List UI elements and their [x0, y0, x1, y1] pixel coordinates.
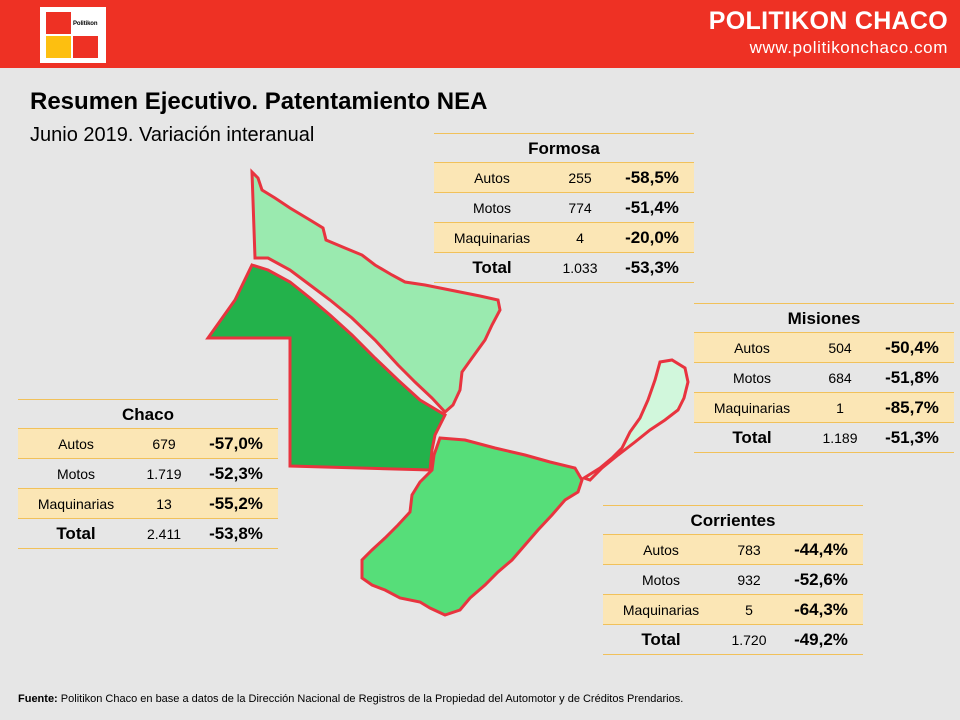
row-label: Total [641, 629, 681, 649]
row-label: Motos [56, 465, 96, 482]
row-count: 2.411 [147, 525, 181, 542]
row-count: 1 [836, 399, 844, 416]
row-pct: -50,4% [885, 337, 939, 357]
row-label: Autos [734, 339, 770, 356]
row-pct: -64,3% [794, 599, 848, 619]
province-misiones[interactable] [580, 358, 690, 482]
row-count: 679 [152, 435, 176, 452]
table-row: Maquinarias 13 -55,2% [18, 489, 278, 519]
row-pct: -53,8% [209, 523, 263, 543]
row-label: Maquinarias [622, 601, 700, 618]
row-label: Maquinarias [453, 229, 531, 246]
table-row-total: Total 1.189 -51,3% [694, 423, 954, 453]
row-pct: -85,7% [885, 397, 939, 417]
row-label: Maquinarias [37, 495, 115, 512]
table-row: Maquinarias 1 -85,7% [694, 393, 954, 423]
row-pct: -51,3% [885, 427, 939, 447]
row-label: Total [472, 257, 512, 277]
table-row: Autos 255 -58,5% [434, 163, 694, 193]
row-count: 1.189 [822, 429, 858, 446]
source-footer: Fuente: Politikon Chaco en base a datos … [18, 692, 683, 706]
table-row: Motos 684 -51,8% [694, 363, 954, 393]
table-formosa-title: Formosa [434, 133, 694, 163]
row-count: 1.033 [562, 259, 598, 276]
header-bar: Politikon POLITIKON CHACO www.politikonc… [0, 0, 960, 68]
row-pct: -52,3% [209, 463, 263, 483]
row-pct: -55,2% [209, 493, 263, 513]
row-count: 4 [576, 229, 584, 246]
row-label: Total [732, 427, 772, 447]
table-corrientes: Corrientes Autos 783 -44,4% Motos 932 -5… [603, 505, 863, 655]
row-label: Motos [472, 199, 512, 216]
table-misiones: Misiones Autos 504 -50,4% Motos 684 -51,… [694, 303, 954, 453]
table-formosa: Formosa Autos 255 -58,5% Motos 774 -51,4… [434, 133, 694, 283]
table-row: Autos 504 -50,4% [694, 333, 954, 363]
row-pct: -51,4% [625, 197, 679, 217]
brand-logo[interactable]: Politikon [40, 7, 106, 63]
row-pct: -58,5% [625, 167, 679, 187]
logo-square-red-2 [73, 36, 98, 58]
row-pct: -44,4% [794, 539, 848, 559]
footer-label: Fuente: [18, 693, 58, 705]
row-count: 783 [737, 541, 761, 558]
table-row: Motos 1.719 -52,3% [18, 459, 278, 489]
table-row-total: Total 1.720 -49,2% [603, 625, 863, 655]
row-label: Autos [58, 435, 94, 452]
row-count: 774 [568, 199, 592, 216]
table-row: Autos 679 -57,0% [18, 429, 278, 459]
table-corrientes-title: Corrientes [603, 505, 863, 535]
province-formosa[interactable] [250, 168, 502, 415]
page-title: Resumen Ejecutivo. Patentamiento NEA [30, 88, 488, 115]
table-row: Autos 783 -44,4% [603, 535, 863, 565]
row-count: 684 [828, 369, 852, 386]
brand-block: POLITIKON CHACO www.politikonchaco.com [709, 6, 948, 60]
logo-square-yellow [46, 36, 71, 58]
row-label: Autos [474, 169, 510, 186]
logo-square-red [46, 12, 71, 34]
table-row: Motos 774 -51,4% [434, 193, 694, 223]
row-count: 932 [737, 571, 761, 588]
row-pct: -57,0% [209, 433, 263, 453]
table-chaco-title: Chaco [18, 399, 278, 429]
table-misiones-title: Misiones [694, 303, 954, 333]
row-pct: -51,8% [885, 367, 939, 387]
logo-text: Politikon [73, 21, 98, 27]
row-count: 13 [156, 495, 172, 512]
page-subtitle: Junio 2019. Variación interanual [30, 124, 315, 146]
table-row: Motos 932 -52,6% [603, 565, 863, 595]
brand-url[interactable]: www.politikonchaco.com [749, 38, 948, 57]
table-chaco: Chaco Autos 679 -57,0% Motos 1.719 -52,3… [18, 399, 278, 549]
row-count: 255 [568, 169, 592, 186]
row-count: 5 [745, 601, 753, 618]
row-label: Maquinarias [713, 399, 791, 416]
row-label: Autos [643, 541, 679, 558]
brand-name: POLITIKON CHACO [708, 7, 948, 35]
row-count: 1.719 [146, 465, 182, 482]
row-label: Motos [641, 571, 681, 588]
row-count: 504 [828, 339, 852, 356]
row-pct: -49,2% [794, 629, 848, 649]
province-corrientes[interactable] [360, 436, 584, 617]
row-pct: -20,0% [625, 227, 679, 247]
table-row-total: Total 1.033 -53,3% [434, 253, 694, 283]
row-pct: -52,6% [794, 569, 848, 589]
province-chaco[interactable] [205, 263, 447, 472]
table-row-total: Total 2.411 -53,8% [18, 519, 278, 549]
row-label: Motos [732, 369, 772, 386]
footer-text: Politikon Chaco en base a datos de la Di… [57, 693, 684, 705]
row-count: 1.720 [731, 631, 767, 648]
table-row: Maquinarias 4 -20,0% [434, 223, 694, 253]
table-row: Maquinarias 5 -64,3% [603, 595, 863, 625]
row-pct: -53,3% [625, 257, 679, 277]
row-label: Total [56, 523, 96, 543]
